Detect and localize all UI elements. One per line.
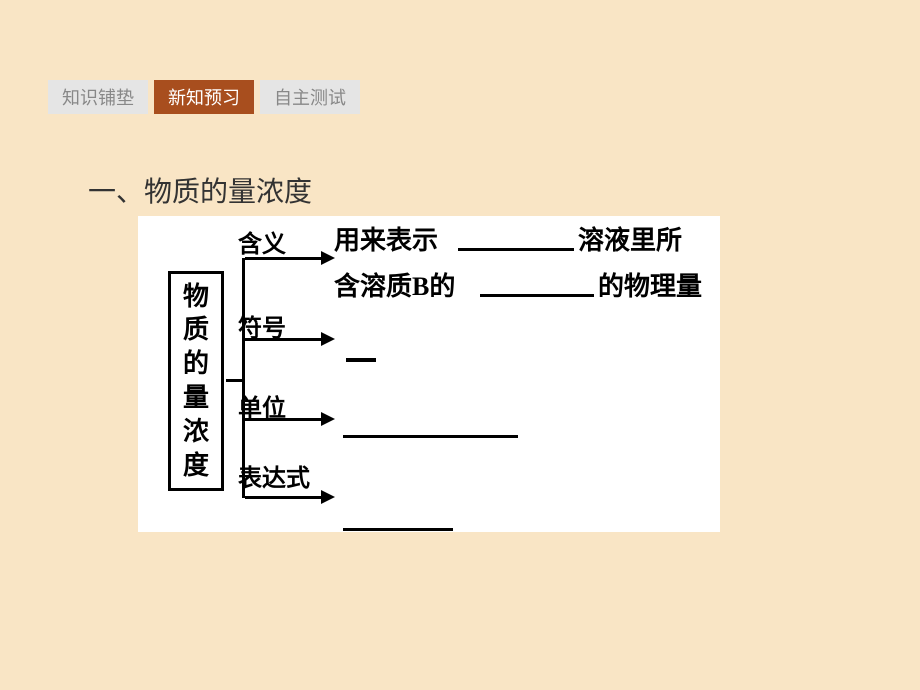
meaning-text-2b: 的物理量 xyxy=(598,266,702,303)
expression-blank xyxy=(343,528,453,531)
concept-diagram: 物 质 的 量 浓 度 含义 符号 单位 表达式 用来表示 溶液里所 含溶质B的… xyxy=(138,216,720,532)
branch-label-unit: 单位 xyxy=(238,388,286,423)
main-char-6: 度 xyxy=(183,449,209,483)
branch-label-meaning: 含义 xyxy=(238,224,286,259)
main-char-5: 浓 xyxy=(183,415,209,449)
arrow-1 xyxy=(321,251,335,265)
section-heading: 一、物质的量浓度 xyxy=(88,170,312,210)
meaning-text-2a: 含溶质B的 xyxy=(334,266,455,303)
branch-line-4 xyxy=(245,496,323,499)
trunk-connector xyxy=(226,379,242,382)
branch-label-symbol: 符号 xyxy=(238,308,286,343)
main-concept-box: 物 质 的 量 浓 度 xyxy=(168,271,224,491)
main-char-2: 质 xyxy=(183,313,209,347)
arrow-3 xyxy=(321,412,335,426)
unit-blank xyxy=(343,435,518,438)
main-char-4: 量 xyxy=(183,381,209,415)
tabs-container: 知识铺垫 新知预习 自主测试 xyxy=(48,80,360,114)
branch-label-expression: 表达式 xyxy=(238,458,310,493)
meaning-text-1a: 用来表示 xyxy=(334,220,438,257)
tab-new-preview[interactable]: 新知预习 xyxy=(154,80,254,114)
tab-self-test[interactable]: 自主测试 xyxy=(260,80,360,114)
blank-2 xyxy=(480,294,594,297)
main-char-1: 物 xyxy=(183,280,209,314)
arrow-2 xyxy=(321,332,335,346)
tab-knowledge-prep[interactable]: 知识铺垫 xyxy=(48,80,148,114)
main-char-3: 的 xyxy=(183,347,209,381)
symbol-blank xyxy=(346,358,376,362)
blank-1 xyxy=(458,248,574,251)
arrow-4 xyxy=(321,490,335,504)
meaning-text-1b: 溶液里所 xyxy=(578,220,682,257)
